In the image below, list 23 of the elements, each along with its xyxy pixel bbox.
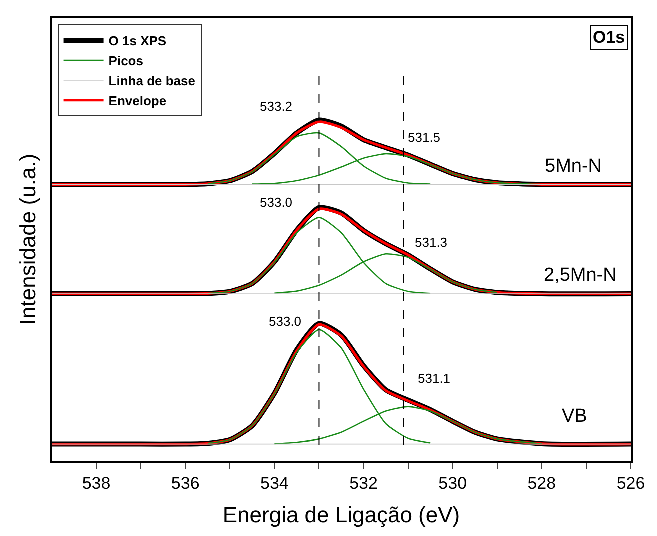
x-tick-label: 528 [528, 474, 556, 494]
annotation: VB [562, 406, 588, 427]
text: O1s [593, 28, 626, 47]
annotation: 531.5 [408, 130, 441, 145]
x-tick-label: 532 [350, 474, 378, 494]
x-axis-title: Energia de Ligação (eV) [222, 502, 460, 528]
annotation: 531.3 [415, 235, 448, 250]
legend-label: O 1s XPS [108, 34, 167, 49]
x-tick-label: 538 [82, 474, 111, 494]
text: 533.2 [260, 99, 293, 114]
x-tick-label: 530 [438, 474, 468, 494]
annotation: 533.0 [269, 314, 302, 329]
annotation: 2,5Mn-N [544, 265, 617, 286]
annotation: 533.0 [260, 195, 293, 210]
y-axis-title: Intensidade (u.a.) [16, 154, 41, 326]
x-tick-label: 536 [171, 474, 200, 494]
legend-label: Envelope [108, 93, 167, 108]
x-tick-label: 526 [616, 474, 646, 494]
legend-label: Linha de base [108, 73, 196, 88]
x-tick-label: 534 [260, 474, 289, 494]
annotation: 531.1 [418, 371, 451, 386]
legend-label: Picos [108, 54, 144, 69]
annotation: 5Mn-N [545, 156, 602, 177]
